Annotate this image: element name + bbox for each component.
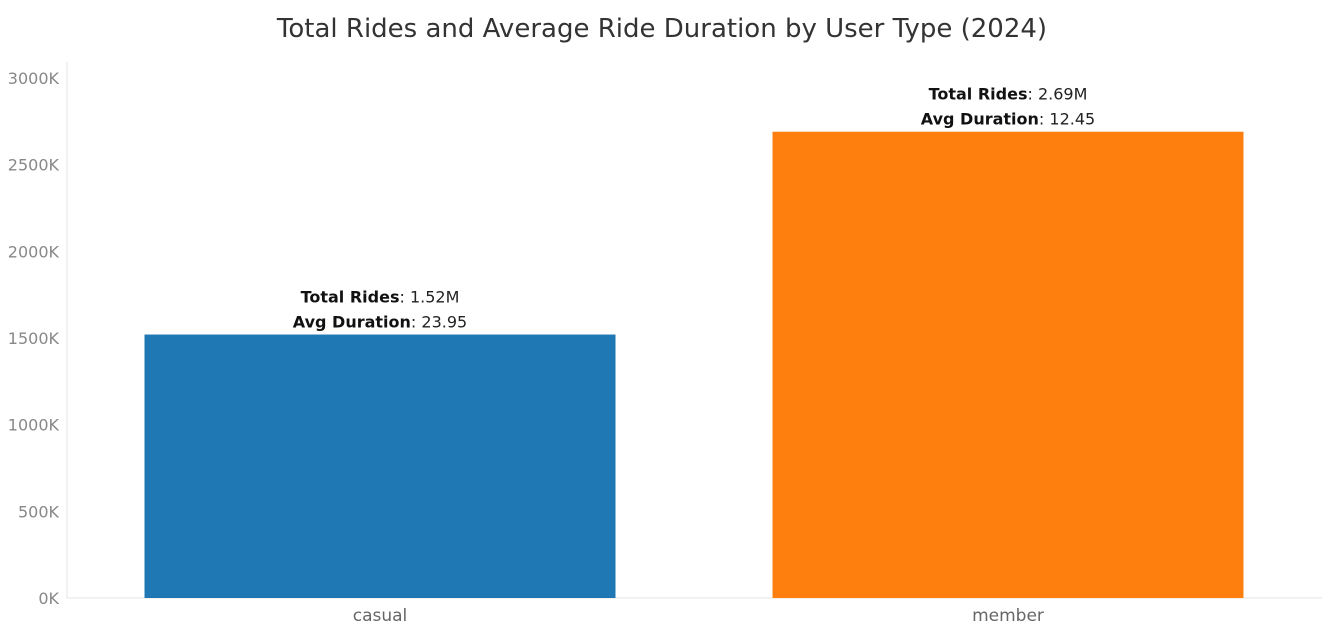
y-tick-label: 3000K — [8, 69, 60, 88]
chart-title: Total Rides and Average Ride Duration by… — [276, 14, 1048, 44]
x-category-label: member — [972, 606, 1044, 626]
y-tick-label: 2000K — [8, 242, 60, 261]
avg-duration-label: Avg Duration: 12.45 — [921, 110, 1095, 129]
y-tick-label: 0K — [38, 589, 59, 608]
bar-member[interactable] — [772, 131, 1244, 598]
bars — [144, 131, 1244, 598]
bar-labels: casual Total Rides: 1.52M Avg Duration: 23… — [293, 85, 1095, 626]
total-rides-label: Total Rides: 1.52M — [301, 288, 460, 307]
avg-duration-label: Avg Duration: 23.95 — [293, 313, 467, 332]
y-tick-label: 1000K — [8, 416, 60, 435]
x-category-label: casual — [353, 606, 408, 626]
y-tick-label: 1500K — [8, 329, 60, 348]
y-tick-label: 500K — [18, 502, 60, 521]
y-tick-label: 2500K — [8, 156, 60, 175]
axes: 0K 500K 1000K 1500K 2000K 2500K 3000K — [8, 62, 1322, 608]
bar-casual[interactable] — [144, 334, 616, 598]
total-rides-label: Total Rides: 2.69M — [929, 85, 1088, 104]
